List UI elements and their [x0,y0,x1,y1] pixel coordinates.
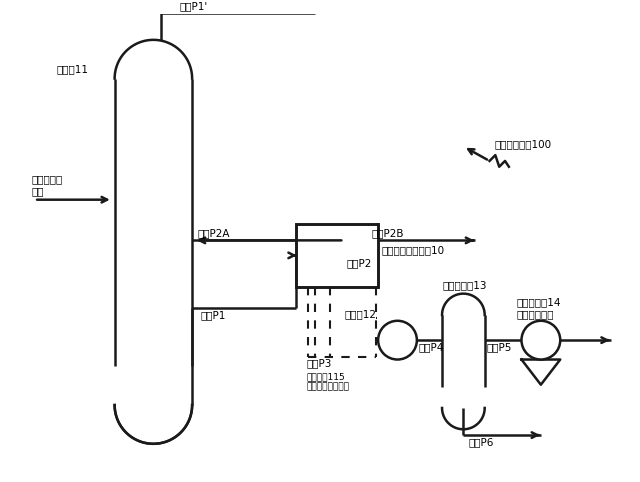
Text: 配管P6: 配管P6 [468,437,493,447]
Text: 配管P2A: 配管P2A [197,228,230,239]
Circle shape [522,321,560,360]
Text: 真空ポンプ14
（減圧手段）: 真空ポンプ14 （減圧手段） [516,297,561,319]
Text: 配管P1': 配管P1' [180,1,208,11]
Text: 配管P5: 配管P5 [486,342,512,352]
Text: 分離膜モジュール10: 分離膜モジュール10 [382,245,445,255]
Text: 配管P3: 配管P3 [307,359,332,369]
Text: 配管P4: 配管P4 [419,342,444,352]
Text: 配管P2B: 配管P2B [372,228,404,239]
Text: 凝縮器12: 凝縮器12 [344,309,376,319]
Text: 断熱部材115
（温度保持部材）: 断熱部材115 （温度保持部材） [307,372,349,391]
Text: 配管P1: 配管P1 [201,310,226,320]
Bar [296,224,378,287]
Text: 脱水システム100: 脱水システム100 [494,139,552,149]
Text: 配管P2: 配管P2 [346,258,372,268]
Circle shape [378,321,417,360]
Text: 蒸留塔11: 蒸留塔11 [56,64,88,74]
Text: 原料有機化
合物: 原料有機化 合物 [31,174,63,196]
Text: 貯水タンク13: 貯水タンク13 [442,280,486,290]
